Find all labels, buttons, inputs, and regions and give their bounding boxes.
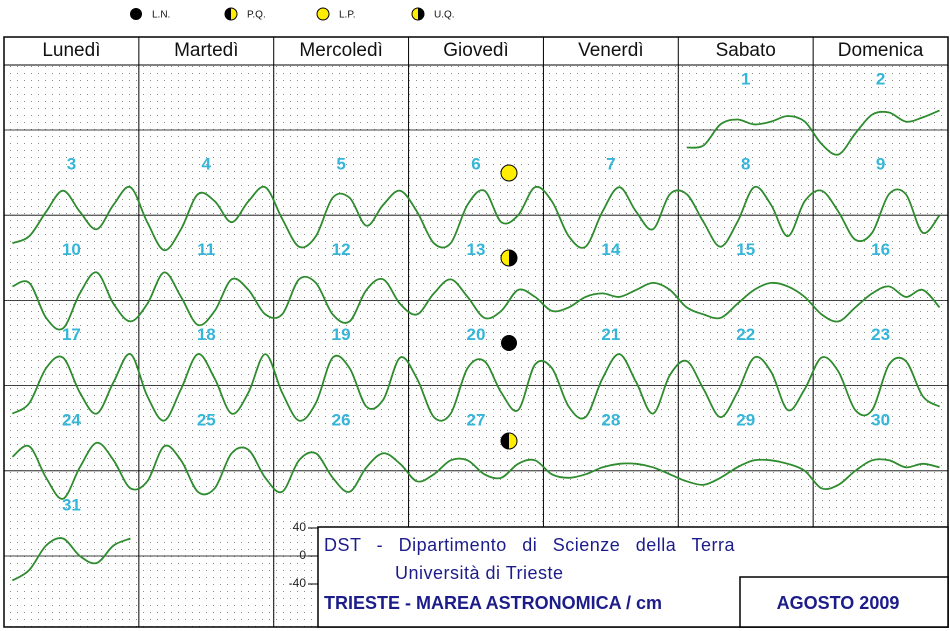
day-number: 12: [332, 240, 351, 259]
footer: DST - Dipartimento di Scienze della Terr…: [317, 526, 949, 628]
full-moon-marker: [500, 164, 518, 182]
weekday: Giovedì: [443, 40, 508, 61]
day-number: 26: [332, 410, 351, 429]
day-number: 21: [601, 325, 620, 344]
day-number: 8: [741, 155, 750, 174]
legend: L.N. P.Q. L.P. U.Q.: [130, 7, 455, 21]
grid: [4, 37, 948, 627]
weekday: Martedì: [174, 40, 238, 61]
month-title: AGOSTO 2009: [777, 593, 900, 613]
day-number: 6: [471, 155, 480, 174]
first-quarter-shade: [225, 8, 231, 20]
day-number: 11: [197, 240, 215, 259]
tide-curve: [11, 353, 941, 422]
day-number: 25: [197, 410, 216, 429]
day-number: 16: [871, 240, 890, 259]
day-number: 20: [467, 325, 486, 344]
day-number: 18: [197, 325, 216, 344]
day-number: 5: [336, 155, 345, 174]
day-number: 19: [332, 325, 351, 344]
day-number: 31: [62, 495, 81, 514]
scale-tick-label: -40: [289, 576, 307, 590]
tide-curve: [11, 537, 131, 582]
month-box: [739, 576, 949, 628]
full-moon-icon: [316, 7, 330, 21]
moon-markers: [500, 164, 518, 450]
weekday: Domenica: [838, 40, 924, 61]
weekday: Mercoledì: [299, 40, 382, 61]
day-number: 22: [736, 325, 755, 344]
tide-curve: [686, 109, 940, 156]
weekday: Venerdì: [578, 40, 644, 61]
scale-tick-label: 40: [293, 520, 307, 534]
weekday: Lunedì: [42, 40, 100, 61]
day-number: 15: [736, 240, 755, 259]
day-number: 17: [62, 325, 81, 344]
day-number: 2: [876, 69, 885, 88]
day-number: 14: [601, 240, 620, 259]
scale: 40 0 -40: [289, 520, 318, 590]
day-number: 28: [601, 410, 620, 429]
tide-curve: [11, 441, 940, 500]
last-quarter-shade: [418, 8, 424, 20]
university: Università di Trieste: [395, 563, 564, 583]
new-moon-icon: [130, 8, 142, 20]
day-number: 24: [62, 410, 81, 429]
institution: DST - Dipartimento di Scienze della Terr…: [324, 535, 735, 555]
labels: Lunedì Martedì Mercoledì Giovedì Venerdì Saba…: [42, 40, 923, 514]
curves: [11, 109, 941, 582]
weekday: Sabato: [716, 40, 776, 61]
day-number: 3: [67, 155, 76, 174]
day-number: 29: [736, 410, 755, 429]
last-quarter-shade: [509, 250, 517, 266]
day-number: 9: [876, 155, 885, 174]
day-number: 23: [871, 325, 890, 344]
day-number: 1: [741, 69, 750, 88]
new-moon-marker: [501, 335, 517, 351]
day-number: 30: [871, 410, 890, 429]
day-number: 7: [606, 155, 615, 174]
day-number: 4: [202, 155, 212, 174]
tide-curve: [12, 185, 941, 252]
legend-label: L.N.: [152, 10, 170, 21]
legend-label: P.Q.: [247, 10, 266, 21]
scale-tick-label: 0: [299, 548, 306, 562]
day-number: 10: [62, 240, 81, 259]
legend-label: L.P.: [339, 10, 356, 21]
first-quarter-shade: [501, 433, 509, 449]
tide-curve: [12, 271, 941, 331]
day-number: 13: [467, 240, 486, 259]
footer-title: TRIESTE - MAREA ASTRONOMICA / cm: [324, 593, 662, 613]
legend-label: U.Q.: [434, 10, 455, 21]
day-number: 27: [467, 410, 486, 429]
